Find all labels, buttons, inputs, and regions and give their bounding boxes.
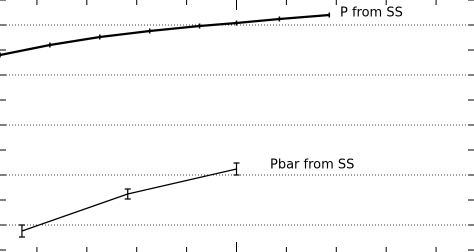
series-line — [0, 13, 330, 57]
series-label: P from SS — [340, 6, 403, 21]
series-line — [21, 168, 237, 232]
error-bar — [18, 224, 25, 238]
error-bar — [124, 188, 131, 200]
series-label: Pbar from SS — [270, 158, 354, 173]
error-bar — [233, 162, 240, 176]
